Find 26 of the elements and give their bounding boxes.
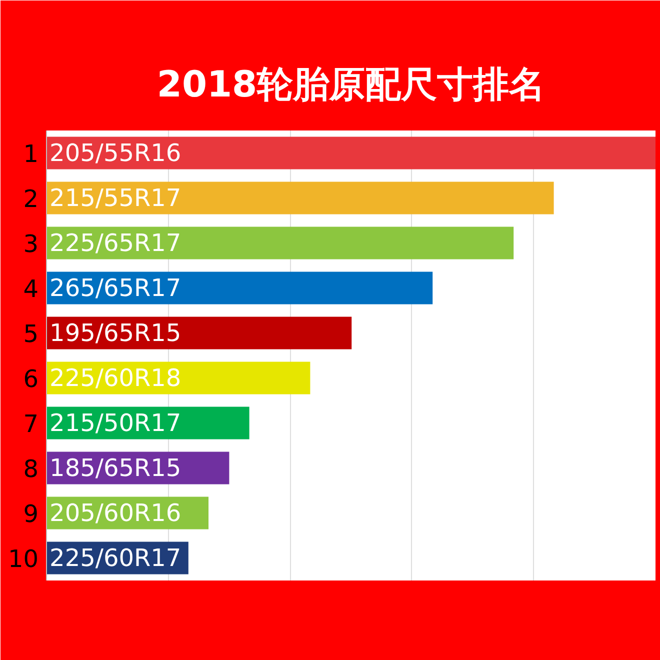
annotation: 265/65R17 <box>50 274 182 302</box>
bar <box>46 272 433 304</box>
y-tick-label: 6 <box>23 365 39 393</box>
y-tick-label: 9 <box>23 500 39 528</box>
annotation: 225/60R17 <box>50 544 182 572</box>
annotation: 225/65R17 <box>50 229 182 257</box>
bar <box>46 182 554 214</box>
y-tick-label: 5 <box>23 320 39 348</box>
annotation: 225/60R18 <box>50 364 182 392</box>
annotation: 185/65R15 <box>50 454 182 482</box>
bar <box>46 136 656 170</box>
y-tick-label: 4 <box>23 275 39 303</box>
annotation: 215/55R17 <box>50 184 182 212</box>
bar <box>46 226 514 260</box>
annotation: 205/55R16 <box>50 139 182 167</box>
chart-title: 2018轮胎原配尺寸排名 <box>156 64 546 106</box>
y-tick-label: 2 <box>23 185 39 213</box>
annotation: 195/65R15 <box>50 319 182 347</box>
y-tick-label: 10 <box>8 545 39 573</box>
y-tick-label: 1 <box>23 140 39 168</box>
annotation: 205/60R16 <box>50 499 182 527</box>
y-tick-label: 7 <box>23 410 39 438</box>
bar <box>46 316 352 350</box>
y-tick-label: 8 <box>23 455 39 483</box>
annotation: 215/50R17 <box>50 409 182 437</box>
y-tick-label: 3 <box>23 230 39 258</box>
